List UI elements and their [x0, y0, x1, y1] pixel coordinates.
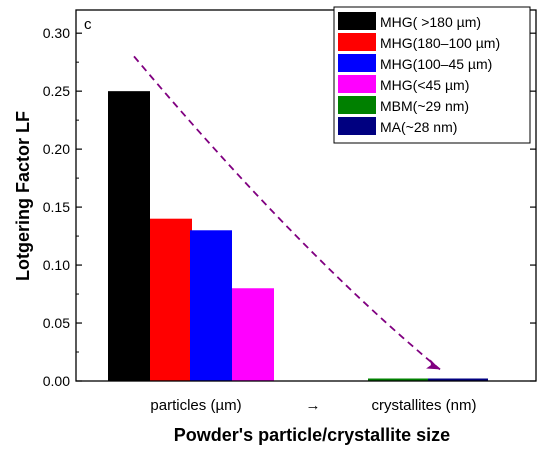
y-tick-label-2: 0.10	[43, 257, 70, 273]
x-axis-title: Powder's particle/crystallite size	[174, 425, 450, 445]
bar-series-4	[232, 288, 274, 381]
legend-swatch-1	[338, 12, 376, 30]
legend-label-5: MBM(~29 nm)	[380, 98, 469, 114]
legend-swatch-4	[338, 75, 376, 93]
legend-swatch-6	[338, 117, 376, 135]
bar-series-5	[368, 378, 428, 381]
bar-series-6	[428, 378, 488, 381]
trend-arrow-curve	[133, 55, 441, 371]
panel-label: c	[84, 16, 92, 33]
legend-swatch-3	[338, 54, 376, 72]
x-category-label-0: particles (µm)	[150, 397, 241, 414]
legend-label-1: MHG( >180 µm)	[380, 14, 481, 30]
y-tick-label-3: 0.15	[43, 199, 70, 215]
bar-series-1	[108, 91, 150, 381]
legend-swatch-5	[338, 96, 376, 114]
legend-label-3: MHG(100–45 µm)	[380, 56, 492, 72]
legend-label-4: MHG(<45 µm)	[380, 77, 469, 93]
y-axis-title: Lotgering Factor LF	[13, 111, 33, 281]
y-tick-label-6: 0.30	[43, 25, 70, 41]
bar-series-2	[150, 218, 192, 381]
y-tick-label-4: 0.20	[43, 141, 70, 157]
legend-label-6: MA(~28 nm)	[380, 119, 457, 135]
bar-series-3	[190, 230, 232, 381]
x-category-label-2: crystallites (nm)	[371, 397, 476, 414]
y-tick-label-5: 0.25	[43, 83, 70, 99]
y-tick-label-0: 0.00	[43, 373, 70, 389]
x-category-label-1: →	[306, 397, 321, 414]
y-tick-label-1: 0.05	[43, 315, 70, 331]
trend-arrow-head	[426, 359, 441, 370]
plot-frame	[75, 9, 537, 382]
legend-swatch-2	[338, 33, 376, 51]
legend-label-2: MHG(180–100 µm)	[380, 35, 500, 51]
